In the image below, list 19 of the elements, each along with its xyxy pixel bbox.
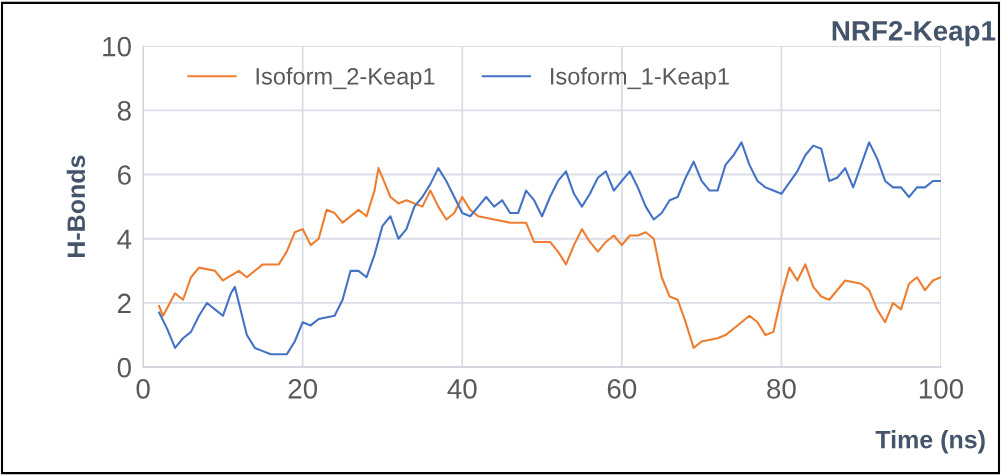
- y-tick-label: 0: [117, 357, 131, 378]
- y-tick-label: 6: [118, 165, 131, 185]
- y-tick-label: 10: [103, 36, 131, 57]
- legend-label: Isoform_2-Keap1: [256, 67, 435, 90]
- x-tick-label: 60: [607, 379, 637, 399]
- x-tick-label: 40: [447, 379, 477, 399]
- y-tick-label: 8: [117, 100, 131, 121]
- legend-label: Isoform_1-Keap1: [551, 67, 729, 90]
- y-tick-label: 4: [117, 229, 132, 249]
- x-tick-label: 80: [767, 379, 796, 399]
- y-axis-title: H-Bonds: [66, 155, 86, 258]
- x-axis-title: Time (ns): [875, 430, 985, 454]
- line-series: [158, 167, 941, 349]
- y-tick-label: 2: [117, 293, 131, 314]
- x-tick-label: 0: [136, 379, 150, 399]
- line-series: [158, 141, 941, 356]
- x-tick-label: 100: [919, 379, 964, 399]
- chart-title: NRF2-Keap1: [832, 21, 996, 47]
- x-tick-label: 20: [288, 379, 318, 399]
